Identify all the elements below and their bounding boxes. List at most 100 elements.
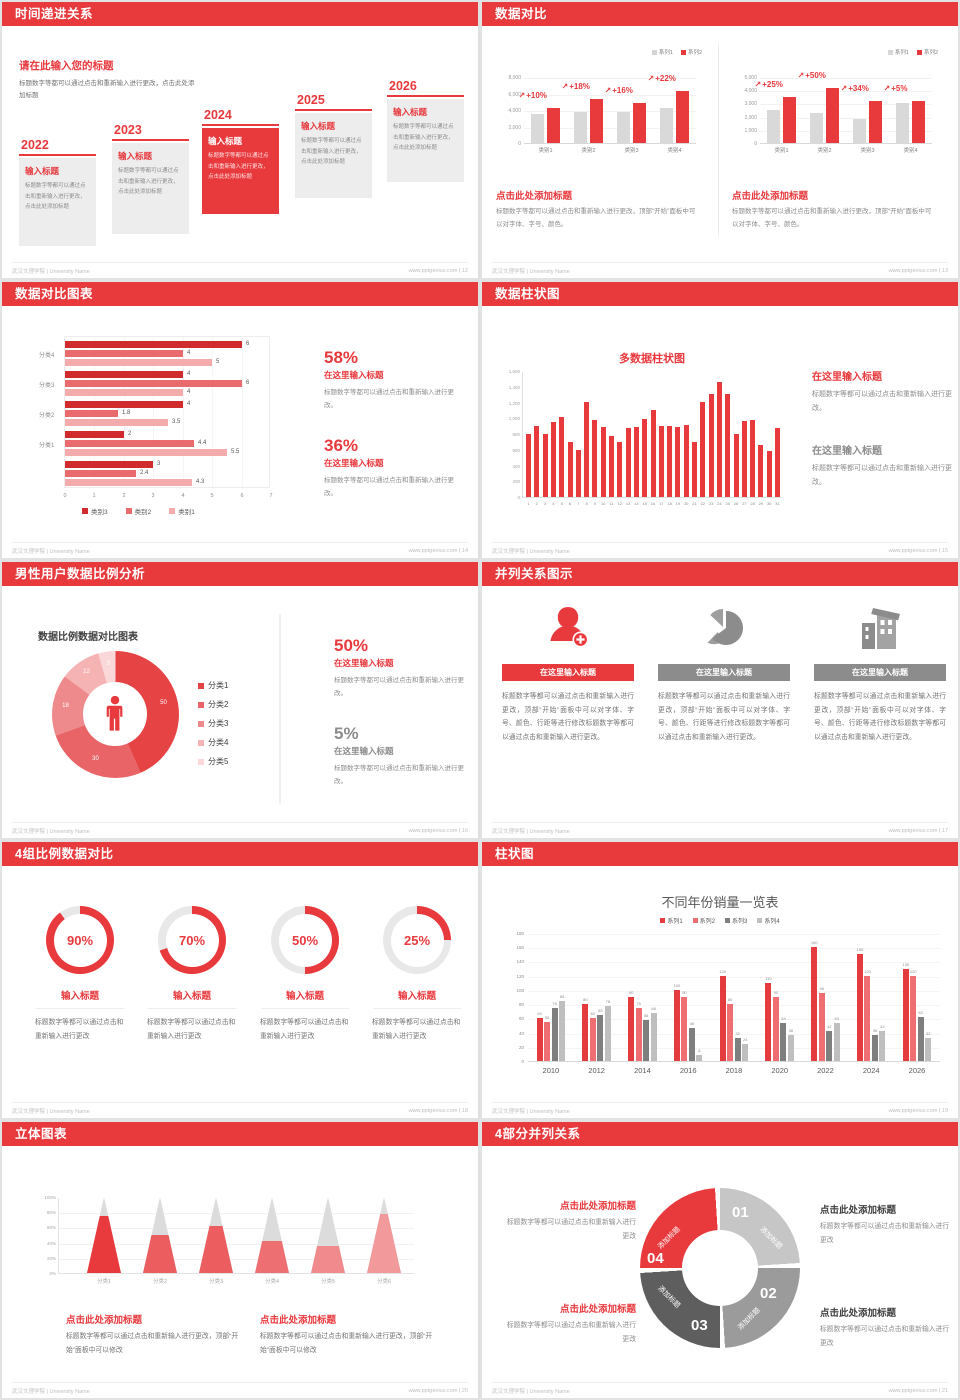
legend-swatch-icon: [757, 918, 763, 923]
slide-14-hbar-chart[interactable]: 数据对比图表 0 1 2 3 4 5 6 7 分类4 6 4 5 分类3 4 6 4 分类2 4 1.8 3.5 分类1…: [0, 280, 480, 560]
slide-title-bar: 立体图表: [2, 1122, 478, 1146]
gridline: [760, 118, 932, 119]
slide-13-data-compare[interactable]: 数据对比 系列1 系列2 8,000 6,000 4,000 2,000 0 ↗ +10% 类别1…: [480, 0, 960, 280]
slide-18-ratio-rings[interactable]: 4组比例数据对比 90% 输入标题 标题数字等都可以通过点击和重新输入进行更改 70%…: [0, 840, 480, 1120]
hbar: [65, 449, 227, 456]
hbar: [65, 350, 183, 357]
bar-value-label: 78: [605, 999, 611, 1004]
bar: [633, 427, 639, 497]
gridline: [760, 104, 932, 105]
slide-19-grouped-bars[interactable]: 柱状图 不同年份销量一览表 系列1 系列2 系列3 系列4 0 20 40 60 80 100 120…: [480, 840, 960, 1120]
x-tick-label: 类别3: [860, 148, 875, 154]
slide-footer: 武汉文理学院 | University Name www.pptgenius.co…: [12, 542, 468, 558]
bar: [692, 442, 697, 497]
chart-legend: 类别3 类别2 类别1: [82, 506, 195, 516]
slide-footer: 武汉文理学院 | University Name www.pptgenius.co…: [492, 1102, 948, 1118]
ring-chart: 50%: [271, 906, 339, 974]
slide-16-donut-chart[interactable]: 男性用户数据比例分析 数据比例数据对比图表 50 30 18 12 5 分类1 分类2 分类3 分…: [0, 560, 480, 840]
y-tick-label: 200: [512, 479, 520, 484]
bar: [766, 451, 772, 497]
legend-item: 分类2: [198, 699, 228, 710]
bar-value-label: 36: [788, 1028, 794, 1033]
gridline: [760, 131, 932, 132]
bar: 8: [696, 1048, 703, 1061]
legend-swatch-icon: [125, 508, 132, 514]
legend-swatch-icon: [198, 739, 204, 746]
callout: 点击此处添加标题 标题数字等都可以通过点击和重新输入进行更改: [820, 1202, 950, 1247]
timeline-item: 2023 输入标题 标题数字等都可以通过点击和重新输入进行更改，点击此处添加标题: [112, 123, 189, 234]
x-tick-label: 3: [543, 501, 547, 506]
legend-swatch-icon: [692, 918, 698, 923]
series1-bar: [660, 108, 673, 143]
slide-content: 不同年份销量一览表 系列1 系列2 系列3 系列4 0 20 40 60 80 100 120 140 1…: [482, 866, 958, 1102]
footer-right: www.pptgenius.com | 12: [408, 267, 468, 274]
plot-area: 5,000 4,000 3,000 2,000 1,000 0 ↗ +25% 类别1 ↗ +50% 类…: [744, 71, 932, 154]
arrow-up-icon: ↗: [518, 91, 526, 100]
bar-value-label: 80: [727, 997, 733, 1002]
x-tick-label: 类别2: [817, 148, 832, 154]
bar-value-label: 120: [909, 969, 917, 974]
slide-21-cycle-diagram[interactable]: 4部分并列关系 01 添加标题 02 添加标题 03 添加标题 04 添加标题 点击此处添加标题…: [480, 1120, 960, 1400]
chart-title: 数据比例数据对比图表: [38, 632, 138, 643]
x-tick-label: 2024: [862, 1066, 880, 1075]
x-tick-label: 分类1: [96, 1279, 112, 1285]
bar-value-label: 90: [682, 990, 687, 995]
legend-label: 系列2: [687, 50, 702, 56]
slice-value-label: 12: [83, 668, 90, 675]
chart-title: 多数据柱状图: [619, 353, 685, 365]
y-tick-label: 0: [754, 141, 757, 147]
x-tick-label: 16: [650, 501, 656, 506]
chart-caption: 点击此处添加标题 标题数字等都可以通过点击和重新输入进行更改，顶部“开始”面板中可…: [260, 1312, 440, 1357]
footer-left: 武汉文理学院 | University Name: [492, 1388, 570, 1395]
bar: 120: [719, 969, 726, 1061]
series2-bar: [633, 103, 646, 143]
annotation-label: +25%: [762, 80, 783, 89]
bar: 120: [910, 969, 917, 1061]
bar: 80: [727, 997, 734, 1061]
y-tick-label: 0: [521, 1059, 524, 1064]
growth-annotation: ↗ +22%: [648, 74, 676, 83]
bar-value-label: 4: [187, 350, 191, 356]
bar-group: 120 80 32 24 2018: [717, 934, 751, 1075]
series2-bar: [912, 101, 925, 143]
slide-15-column-chart[interactable]: 数据柱状图 多数据柱状图 1,600 1,400 1,200 1,000 800 600 40…: [480, 280, 960, 560]
bar: [650, 410, 656, 497]
timeline-rule: [295, 109, 372, 111]
growth-annotation: ↗ +5%: [884, 84, 908, 93]
legend-label: 分类1: [208, 681, 229, 690]
y-tick-label: 100: [516, 988, 524, 993]
column-body: 标题数字等都可以通过点击和重新输入进行更改，顶部“开始”面板中可以对字体、字号、…: [658, 693, 790, 741]
x-tick-label: 7: [269, 493, 273, 499]
timeline-rule: [19, 154, 96, 156]
callout-body: 标题数字等都可以通过点击和重新输入进行更改: [820, 1326, 950, 1347]
bar: [567, 442, 573, 497]
x-tick-label: 类别3: [624, 148, 639, 154]
chart-caption: 点击此处添加标题 标题数字等都可以通过点击和重新输入进行更改，顶部“开始”面板中可…: [66, 1312, 246, 1357]
y-tick-label: 800: [512, 432, 520, 437]
cone: 分类1: [87, 1197, 121, 1285]
slide-footer: 武汉文理学院 | University Name www.pptgenius.co…: [492, 262, 948, 278]
slide-12-timeline[interactable]: 时间递进关系 请在此输入您的标题 标题数字等都可以通过点击和重新输入进行更改，点击…: [0, 0, 480, 280]
stat-value: 5%: [334, 724, 359, 743]
x-tick-label: 2020: [771, 1066, 789, 1075]
bar: [675, 427, 681, 497]
gridline: [59, 1228, 414, 1229]
legend-item: 类别1: [169, 506, 195, 516]
timeline-card-title: 输入标题: [118, 151, 153, 161]
bar-value-label: 60: [590, 1011, 596, 1016]
bar-value-label: 68: [651, 1006, 656, 1011]
slide-20-cone-chart[interactable]: 立体图表 100% 80% 60% 40% 20% 0% 分类1 分类2 分类3 分类4 分类5 分类…: [0, 1120, 480, 1400]
bar: [708, 394, 714, 497]
slide-content: 100% 80% 60% 40% 20% 0% 分类1 分类2 分类3 分类4 分类5 分类6 点击此处…: [2, 1146, 478, 1382]
bar-group: 60 55 75 85 2010: [534, 934, 568, 1075]
y-tick-label: 120: [516, 974, 524, 979]
gridline: [153, 337, 154, 487]
slide-title: 时间递进关系: [15, 7, 94, 21]
bar-value-label: 6: [246, 380, 250, 386]
slide-17-parallel-columns[interactable]: 并列关系图示 在这里输入标题 标题数字等都可以通过点击和重新输入进行更改，顶部“开…: [480, 560, 960, 840]
callout-body: 标题数字等都可以通过点击和重新输入进行更改: [820, 1223, 950, 1244]
bar: 36: [787, 1028, 794, 1061]
caption-body: 标题数字等都可以通过点击和重新输入进行更改，顶部“开始”面板中可以对字体、字号、…: [732, 208, 932, 228]
intro-block: 请在此输入您的标题 标题数字等都可以通过点击和重新输入进行更改，点击此处添加标题: [19, 58, 199, 103]
bar: [609, 436, 614, 497]
